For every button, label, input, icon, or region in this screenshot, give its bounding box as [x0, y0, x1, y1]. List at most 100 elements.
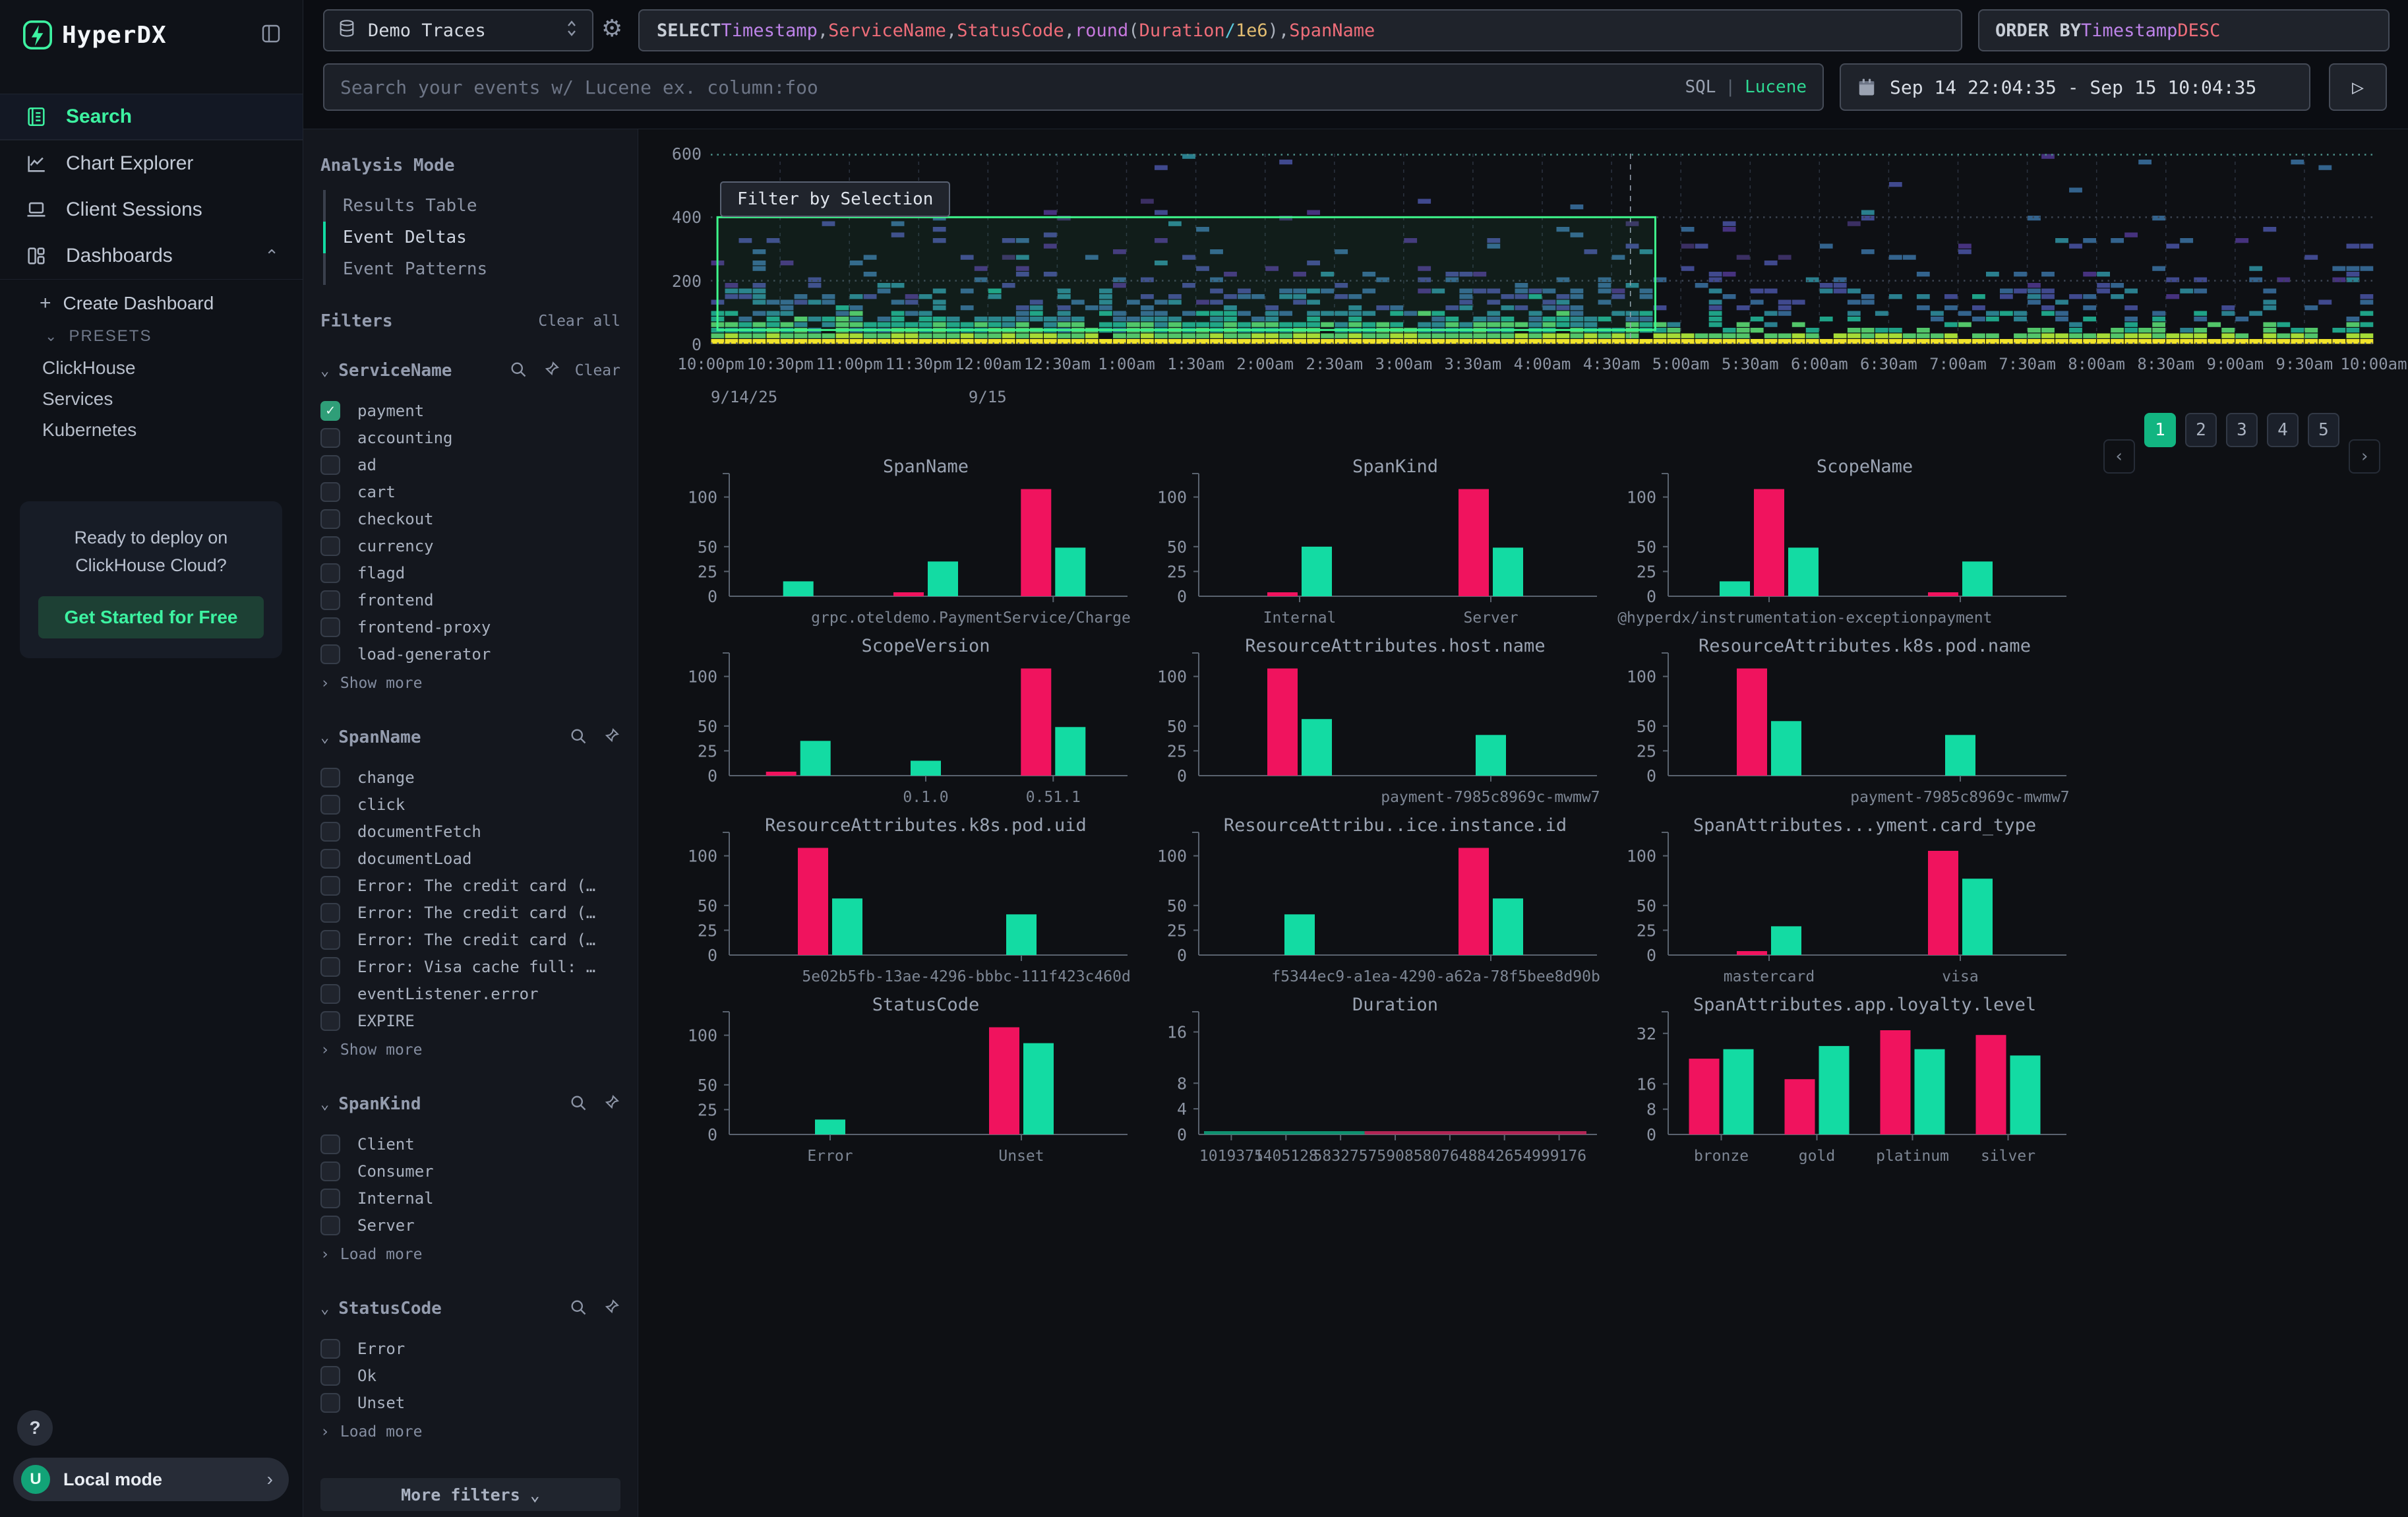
pagination-page-5[interactable]: 5 — [2308, 413, 2339, 447]
filter-option-error-the-credit-card-[interactable]: Error: The credit card (… — [320, 899, 620, 926]
pagination-page-4[interactable]: 4 — [2267, 413, 2299, 447]
pagination-prev-button[interactable]: ‹ — [2103, 439, 2135, 474]
filter-option-server[interactable]: Server — [320, 1212, 620, 1239]
chevron-down-icon[interactable]: ⌄ — [320, 1096, 329, 1113]
filter-option-expire[interactable]: EXPIRE — [320, 1007, 620, 1034]
local-mode-button[interactable]: U Local mode › — [13, 1458, 289, 1501]
create-dashboard-button[interactable]: +Create Dashboard — [40, 286, 303, 321]
search-input[interactable]: Search your events w/ Lucene ex. column:… — [323, 63, 1824, 111]
checkbox[interactable] — [320, 984, 340, 1004]
checkbox[interactable] — [320, 876, 340, 896]
load-more-button[interactable]: ›Load more — [320, 1240, 620, 1269]
filter-option-documentfetch[interactable]: documentFetch — [320, 818, 620, 845]
checkbox[interactable] — [320, 957, 340, 977]
filter-option-frontend-proxy[interactable]: frontend-proxy — [320, 613, 620, 640]
filter-option-consumer[interactable]: Consumer — [320, 1158, 620, 1185]
pagination-next-button[interactable]: › — [2349, 439, 2380, 474]
filter-option-ok[interactable]: Ok — [320, 1362, 620, 1389]
filter-group-title[interactable]: SpanKind — [338, 1094, 569, 1114]
checkbox[interactable] — [320, 1216, 340, 1235]
analysis-mode-event-patterns[interactable]: Event Patterns — [323, 253, 620, 285]
pin-icon[interactable] — [542, 360, 560, 381]
checkbox[interactable] — [320, 849, 340, 869]
run-query-button[interactable]: ▷ — [2329, 63, 2387, 111]
sql-select-editor[interactable]: SELECT Timestamp, ServiceName, StatusCod… — [638, 9, 1962, 51]
filter-option-frontend[interactable]: frontend — [320, 586, 620, 613]
filter-group-title[interactable]: SpanName — [338, 728, 569, 747]
checkbox[interactable] — [320, 1134, 340, 1154]
filter-option-error-the-credit-card-[interactable]: Error: The credit card (… — [320, 872, 620, 899]
filter-option-cart[interactable]: cart — [320, 478, 620, 505]
chevron-down-icon[interactable]: ⌄ — [320, 363, 329, 379]
show-more-button[interactable]: ›Show more — [320, 1036, 620, 1065]
search-icon[interactable] — [569, 1298, 587, 1319]
checkbox[interactable] — [320, 590, 340, 610]
data-source-select[interactable]: Demo Traces — [323, 9, 593, 51]
sidebar-item-chart-explorer[interactable]: Chart Explorer — [0, 140, 303, 187]
filter-option-accounting[interactable]: accounting — [320, 424, 620, 451]
presets-toggle[interactable]: ⌄PRESETS — [40, 321, 303, 352]
checkbox[interactable] — [320, 903, 340, 923]
filter-option-eventlistener-error[interactable]: eventListener.error — [320, 980, 620, 1007]
checkbox[interactable] — [320, 428, 340, 448]
checkbox-checked[interactable]: ✓ — [320, 401, 340, 421]
analysis-mode-results-table[interactable]: Results Table — [323, 190, 620, 222]
heatmap-canvas[interactable] — [711, 154, 2374, 344]
more-filters-button[interactable]: More filters ⌄ — [320, 1478, 620, 1511]
sidebar-collapse-icon[interactable] — [259, 22, 283, 49]
sidebar-item-search[interactable]: Search — [0, 94, 303, 140]
filter-by-selection-button[interactable]: Filter by Selection — [720, 181, 950, 217]
filter-option-client[interactable]: Client — [320, 1130, 620, 1158]
help-button[interactable]: ? — [17, 1410, 53, 1446]
search-icon[interactable] — [569, 727, 587, 748]
preset-dashboard-clickhouse[interactable]: ClickHouse — [40, 352, 303, 383]
pagination-page-3[interactable]: 3 — [2226, 413, 2258, 447]
checkbox[interactable] — [320, 482, 340, 502]
order-by-editor[interactable]: ORDER BY Timestamp DESC — [1978, 9, 2390, 51]
checkbox[interactable] — [320, 1339, 340, 1359]
checkbox[interactable] — [320, 930, 340, 950]
preset-dashboard-kubernetes[interactable]: Kubernetes — [40, 414, 303, 445]
pagination-page-1[interactable]: 1 — [2144, 413, 2176, 447]
checkbox[interactable] — [320, 795, 340, 815]
checkbox[interactable] — [320, 1189, 340, 1208]
language-sql-option[interactable]: SQL — [1685, 77, 1716, 97]
checkbox[interactable] — [320, 455, 340, 475]
filter-group-title[interactable]: ServiceName — [338, 361, 509, 381]
search-icon[interactable] — [509, 360, 527, 381]
filter-option-internal[interactable]: Internal — [320, 1185, 620, 1212]
pin-icon[interactable] — [602, 727, 620, 748]
events-heatmap[interactable]: 0200400600 Filter by Selection — [711, 154, 2374, 344]
chevron-down-icon[interactable]: ⌄ — [320, 1301, 329, 1317]
checkbox[interactable] — [320, 768, 340, 788]
checkbox[interactable] — [320, 536, 340, 556]
analysis-mode-event-deltas[interactable]: Event Deltas — [323, 222, 620, 253]
filter-option-error[interactable]: Error — [320, 1335, 620, 1362]
preset-dashboard-services[interactable]: Services — [40, 383, 303, 414]
filter-option-error-the-credit-card-[interactable]: Error: The credit card (… — [320, 926, 620, 953]
filter-option-unset[interactable]: Unset — [320, 1389, 620, 1416]
gear-icon[interactable]: ⚙ — [601, 15, 622, 42]
date-range-picker[interactable]: Sep 14 22:04:35 - Sep 15 10:04:35 — [1840, 63, 2310, 111]
checkbox[interactable] — [320, 509, 340, 529]
get-started-button[interactable]: Get Started for Free — [38, 596, 264, 638]
filter-option-ad[interactable]: ad — [320, 451, 620, 478]
pagination-page-2[interactable]: 2 — [2185, 413, 2217, 447]
filter-option-change[interactable]: change — [320, 764, 620, 791]
checkbox[interactable] — [320, 644, 340, 664]
sidebar-item-client-sessions[interactable]: Client Sessions — [0, 187, 303, 233]
checkbox[interactable] — [320, 1393, 340, 1413]
pin-icon[interactable] — [602, 1298, 620, 1319]
chevron-down-icon[interactable]: ⌄ — [320, 729, 329, 746]
language-lucene-option[interactable]: Lucene — [1745, 77, 1807, 97]
filter-option-currency[interactable]: currency — [320, 532, 620, 559]
filter-option-click[interactable]: click — [320, 791, 620, 818]
checkbox[interactable] — [320, 563, 340, 583]
clear-filter-button[interactable]: Clear — [575, 362, 620, 379]
filter-option-error-visa-cache-full-[interactable]: Error: Visa cache full: … — [320, 953, 620, 980]
search-icon[interactable] — [569, 1094, 587, 1115]
pin-icon[interactable] — [602, 1094, 620, 1115]
filter-option-checkout[interactable]: checkout — [320, 505, 620, 532]
checkbox[interactable] — [320, 822, 340, 842]
checkbox[interactable] — [320, 1011, 340, 1031]
